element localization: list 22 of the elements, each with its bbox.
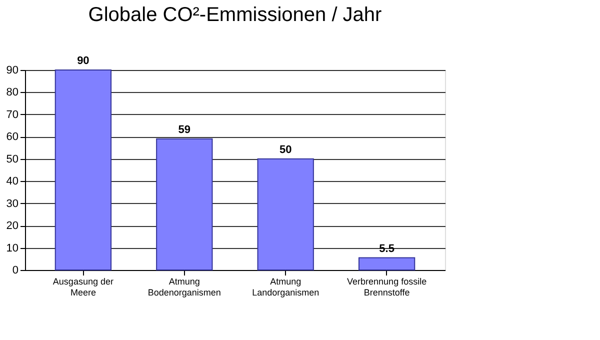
y-tick-label: 50 (6, 153, 18, 166)
bar (358, 257, 416, 270)
y-tick-label: 80 (6, 86, 18, 99)
x-tick-label: Atmung Bodenorganismen (148, 276, 221, 298)
y-tick-label: 90 (6, 64, 18, 76)
y-tick-label: 40 (6, 176, 18, 188)
x-tick-label: Ausgasung der Meere (52, 276, 114, 298)
y-tick-label: 10 (6, 242, 18, 254)
chart-title: Globale CO²-Emmissionen / Jahr (88, 4, 382, 26)
y-tick-label: 0 (12, 264, 18, 276)
bar (54, 70, 112, 270)
bar (257, 158, 314, 270)
x-tick-label: Atmung Landorganismen (252, 276, 320, 298)
data-label: 90 (77, 55, 90, 67)
y-tick-label: 30 (6, 198, 18, 210)
bar (156, 138, 213, 270)
data-label: 50 (279, 144, 292, 156)
y-tick-label: 20 (6, 220, 18, 232)
y-tick-label: 70 (6, 108, 18, 121)
x-tick-label: Verbrennung fossile Brennstoffe (347, 276, 427, 298)
data-label: 59 (178, 124, 191, 136)
y-tick-label: 60 (6, 131, 18, 144)
